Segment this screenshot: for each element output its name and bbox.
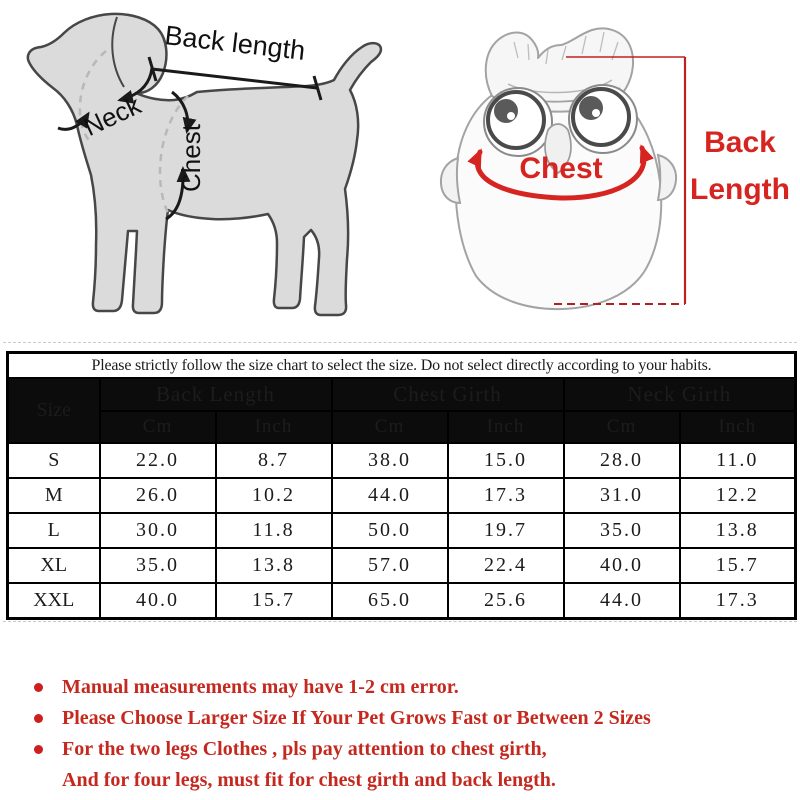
- table-cell: 50.0: [330, 512, 449, 549]
- dog-ear-line: [111, 16, 125, 88]
- note-item: Please Choose Larger Size If Your Pet Gr…: [34, 703, 651, 734]
- size-label: M: [6, 477, 101, 514]
- table-cell: 12.2: [678, 477, 797, 514]
- size-chart-table: Please strictly follow the size chart to…: [6, 351, 798, 620]
- bullet-icon: [34, 683, 43, 692]
- hood-gather-folds: [513, 31, 619, 65]
- garment-chest-arrow-left-icon: [467, 148, 564, 201]
- table-cell: 28.0: [562, 442, 681, 479]
- back-length-tick-left: [147, 56, 158, 82]
- unit-header-back-cm: Cm: [98, 410, 217, 444]
- table-cell: 35.0: [98, 547, 217, 584]
- note-text: Manual measurements may have 1-2 cm erro…: [62, 676, 459, 698]
- size-label: XXL: [6, 582, 101, 619]
- table-cell: 40.0: [98, 582, 217, 619]
- table-cell: 35.0: [562, 512, 681, 549]
- dog-back-length-label: Back length: [163, 20, 307, 66]
- table-cell: 15.0: [446, 442, 565, 479]
- unit-header-neck-cm: Cm: [562, 410, 681, 444]
- table-cell: 22.4: [446, 547, 565, 584]
- garment-chest-label: Chest: [519, 152, 602, 185]
- table-cell: 10.2: [214, 477, 333, 514]
- dog-chest-label: Chest: [176, 123, 206, 192]
- table-cell: 44.0: [562, 582, 681, 619]
- bullet-icon: [34, 745, 43, 754]
- unit-header-row: Cm Inch Cm Inch Cm Inch: [8, 410, 797, 444]
- bullet-icon: [34, 714, 43, 723]
- garment-chest-arrow-right-icon: [558, 144, 654, 201]
- unit-header-neck-inch: Inch: [678, 410, 797, 444]
- unit-header-back-inch: Inch: [214, 410, 333, 444]
- size-row-l: L 30.0 11.8 50.0 19.7 35.0 13.8: [6, 512, 797, 549]
- back-length-dimension-line: [151, 67, 318, 90]
- table-cell: 13.8: [214, 547, 333, 584]
- table-cell: 57.0: [330, 547, 449, 584]
- measurement-notes: Manual measurements may have 1-2 cm erro…: [34, 672, 651, 796]
- owl-left-eye-icon: [483, 87, 553, 157]
- size-row-xl: XL 35.0 13.8 57.0 22.4 40.0 15.7: [6, 547, 797, 584]
- table-cell: 13.8: [678, 512, 797, 549]
- group-header-row: Size Back Length Chest Girth Neck Girth: [6, 377, 797, 444]
- column-header-chest-girth: Chest Girth: [330, 377, 565, 412]
- table-cell: 11.0: [678, 442, 797, 479]
- note-item-continuation: And for four legs, must fit for chest gi…: [34, 765, 651, 796]
- size-label: S: [6, 442, 101, 479]
- note-text: And for four legs, must fit for chest gi…: [62, 769, 556, 791]
- note-text: Please Choose Larger Size If Your Pet Gr…: [62, 707, 651, 729]
- neck-arrow-right-icon: [117, 67, 154, 104]
- table-cell: 15.7: [678, 547, 797, 584]
- note-item: For the two legs Clothes , pls pay atten…: [34, 734, 651, 765]
- size-row-m: M 26.0 10.2 44.0 17.3 31.0 12.2: [6, 477, 797, 514]
- dotted-divider-bottom: [3, 621, 797, 622]
- size-label: XL: [6, 547, 101, 584]
- size-label: L: [6, 512, 101, 549]
- unit-header-chest-inch: Inch: [446, 410, 565, 444]
- column-header-size: Size: [6, 377, 101, 444]
- size-chart-notice: Please strictly follow the size chart to…: [6, 351, 797, 379]
- back-length-tick-right: [312, 75, 323, 101]
- table-cell: 19.7: [446, 512, 565, 549]
- hoodie-right-sleeve: [656, 153, 678, 202]
- note-text: For the two legs Clothes , pls pay atten…: [62, 738, 547, 760]
- table-cell: 15.7: [214, 582, 333, 619]
- garment-measurement-diagram: Chest Back Length: [439, 27, 790, 311]
- unit-header-chest-cm: Cm: [330, 410, 449, 444]
- table-cell: 65.0: [330, 582, 449, 619]
- table-cell: 17.3: [446, 477, 565, 514]
- garment-back-label-line1: Back: [704, 126, 776, 159]
- dotted-divider-top: [3, 342, 797, 343]
- owl-right-eye-icon: [568, 84, 638, 154]
- size-row-s: S 22.0 8.7 38.0 15.0 28.0 11.0: [6, 442, 797, 479]
- table-cell: 25.6: [446, 582, 565, 619]
- chest-arrow-down-icon: [171, 90, 197, 134]
- dog-measurement-diagram: Back length Neck Chest: [26, 12, 383, 317]
- chest-arrow-up-icon: [165, 166, 191, 221]
- hoodie-left-sleeve: [439, 156, 462, 205]
- note-item: Manual measurements may have 1-2 cm erro…: [34, 672, 651, 703]
- table-cell: 11.8: [214, 512, 333, 549]
- neck-arrow-left-icon: [57, 111, 90, 131]
- table-cell: 17.3: [678, 582, 797, 619]
- table-cell: 26.0: [98, 477, 217, 514]
- table-cell: 8.7: [214, 442, 333, 479]
- owl-beak-icon: [544, 123, 572, 175]
- table-cell: 38.0: [330, 442, 449, 479]
- table-cell: 40.0: [562, 547, 681, 584]
- size-row-xxl: XXL 40.0 15.7 65.0 25.6 44.0 17.3: [6, 582, 797, 619]
- chest-dashed-line: [158, 95, 189, 218]
- column-header-neck-girth: Neck Girth: [562, 377, 797, 412]
- notice-row: Please strictly follow the size chart to…: [6, 351, 797, 379]
- garment-back-label-line2: Length: [690, 173, 790, 206]
- table-cell: 22.0: [98, 442, 217, 479]
- table-cell: 30.0: [98, 512, 217, 549]
- table-cell: 44.0: [330, 477, 449, 514]
- column-header-back-length: Back Length: [98, 377, 333, 412]
- table-cell: 31.0: [562, 477, 681, 514]
